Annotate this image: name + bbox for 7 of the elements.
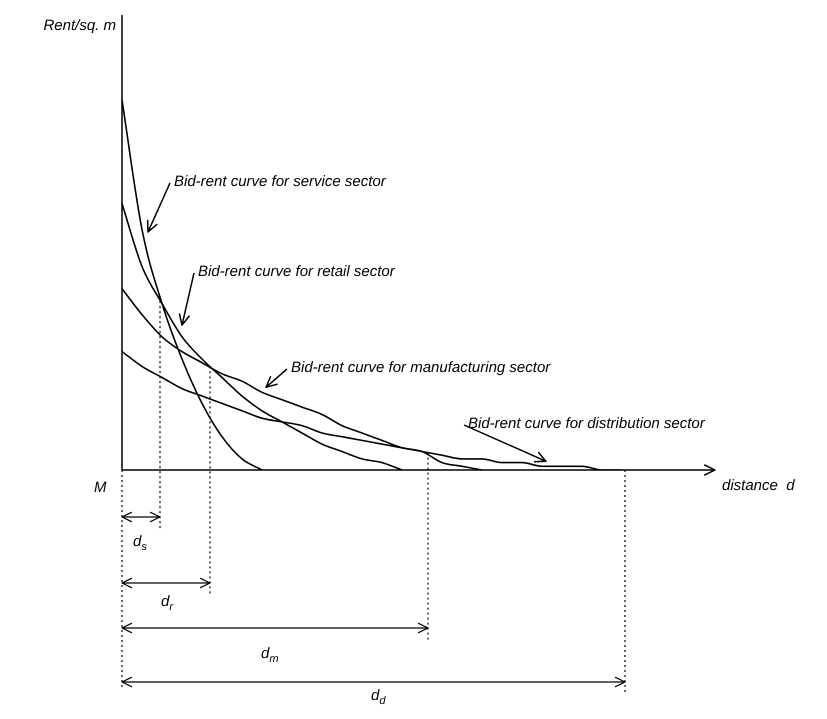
text: Bid-rent curve for retail sector — [198, 263, 396, 280]
series-label: Bid-rent curve for distribution sector — [468, 415, 706, 432]
text: Bid-rent curve for service sector — [174, 173, 387, 190]
y-axis-title: Rent/sq. m — [43, 17, 116, 34]
text: M — [94, 479, 107, 496]
series-label: Bid-rent curve for manufacturing sector — [291, 359, 552, 376]
x-axis-title: distance d — [722, 477, 796, 494]
